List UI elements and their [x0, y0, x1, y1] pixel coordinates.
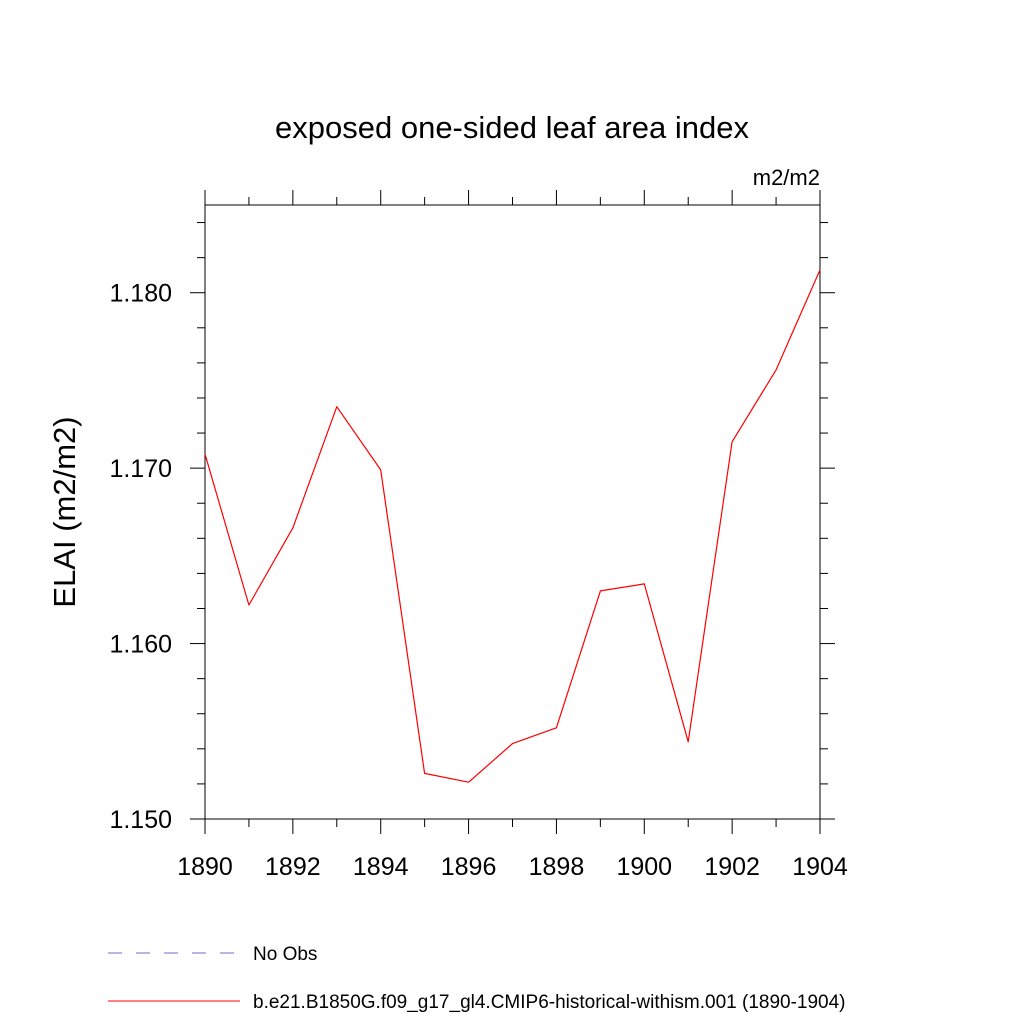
y-tick-label: 1.170: [109, 455, 172, 483]
series-line: [204, 269, 821, 783]
plot-frame: [204, 204, 821, 820]
x-tick-label: 1896: [441, 853, 497, 881]
legend-label: b.e21.B1850G.f09_g17_gl4.CMIP6-historica…: [253, 992, 846, 1013]
y-tick-label: 1.160: [109, 631, 172, 659]
x-tick-label: 1892: [265, 853, 321, 881]
x-tick-label: 1894: [353, 853, 409, 881]
x-tick-label: 1900: [616, 853, 672, 881]
x-tick-label: 1902: [704, 853, 760, 881]
y-tick-label: 1.150: [109, 806, 172, 834]
legend-label: No Obs: [253, 944, 317, 965]
series-layer: [204, 269, 821, 783]
y-tick-labels: 1.150 1.160 1.170 1.180: [109, 280, 172, 834]
axis-ticks: [190, 190, 835, 834]
x-tick-label: 1890: [177, 853, 233, 881]
units-label: m2/m2: [753, 165, 820, 190]
x-tick-label: 1898: [529, 853, 585, 881]
x-tick-label: 1904: [792, 853, 848, 881]
x-tick-labels: 1890 1892 1894 1896 1898 1900 1902 1904: [177, 853, 848, 881]
legend: No Obs b.e21.B1850G.f09_g17_gl4.CMIP6-his…: [108, 944, 846, 1013]
y-tick-label: 1.180: [109, 280, 172, 308]
y-axis-label: ELAI (m2/m2): [47, 416, 82, 607]
chart-title: exposed one-sided leaf area index: [275, 110, 749, 145]
